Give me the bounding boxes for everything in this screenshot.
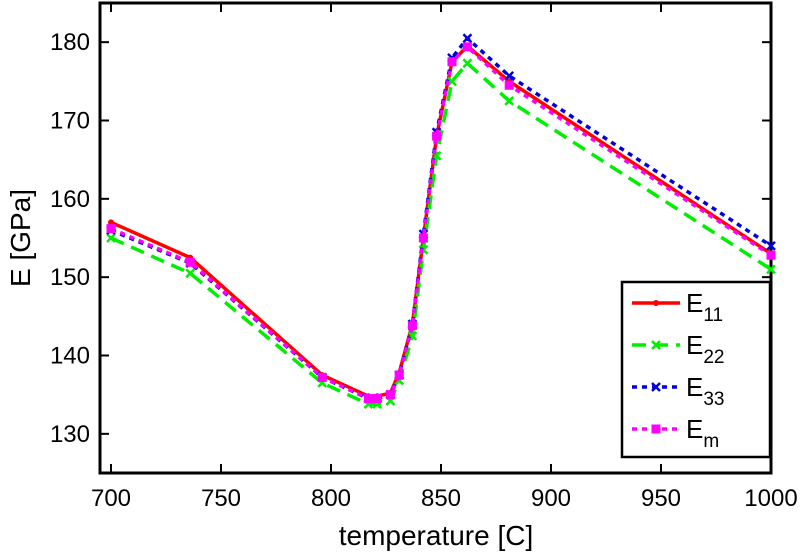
data-point: [462, 42, 472, 52]
y-tick-label: 160: [50, 186, 90, 213]
legend-marker: [651, 340, 661, 350]
x-tick-label: 700: [91, 485, 131, 512]
data-point: [766, 250, 776, 260]
data-point: [432, 131, 442, 141]
legend-marker: [651, 382, 661, 392]
legend-items: E11 E22 E33 Em: [632, 288, 724, 452]
x-tick-label: 750: [201, 485, 241, 512]
x-tick-label: 800: [311, 485, 351, 512]
legend-label: E33: [686, 372, 724, 410]
data-point: [766, 264, 776, 275]
x-tick-label: 950: [641, 485, 681, 512]
data-point: [185, 268, 196, 279]
y-axis-label: E [GPa]: [5, 189, 36, 287]
legend-label: E22: [686, 330, 724, 368]
data-point: [106, 233, 116, 243]
plot-frame: [98, 1, 773, 475]
legend-item-E11: E11: [632, 288, 723, 326]
data-point: [317, 372, 327, 382]
data-point: [462, 33, 473, 44]
legend-label: Em: [686, 414, 719, 452]
y-tick-label: 180: [50, 29, 90, 56]
data-point: [372, 394, 382, 404]
data-point: [766, 240, 776, 251]
data-point: [106, 224, 116, 234]
legend-item-E33: E33: [632, 372, 724, 410]
ticks-layer: 700 750 800 850 900 950 1000 130 140 150 160 170 180: [50, 3, 798, 512]
data-point: [185, 257, 195, 267]
y-tick-label: 150: [50, 264, 90, 291]
series-Em: [106, 42, 776, 404]
data-point: [394, 370, 404, 380]
data-point: [407, 321, 417, 331]
x-tick-label: 850: [421, 485, 461, 512]
x-tick-label: 900: [531, 485, 571, 512]
data-point: [385, 390, 395, 400]
y-tick-label: 140: [50, 343, 90, 370]
legend-marker: [651, 424, 661, 434]
legend-label: E11: [686, 288, 723, 326]
legend-marker: [653, 300, 659, 306]
legend-item-E22: E22: [632, 330, 724, 368]
data-point: [504, 96, 515, 106]
data-point: [418, 233, 428, 243]
data-point: [108, 219, 114, 226]
legend: E11 E22 E33 Em: [620, 280, 772, 459]
x-tick-label: 1000: [744, 485, 797, 512]
y-tick-label: 170: [50, 108, 90, 135]
x-axis-label: temperature [C]: [339, 520, 534, 551]
y-tick-label: 130: [50, 421, 90, 448]
data-point: [504, 70, 515, 81]
data-point: [447, 57, 457, 67]
series-layer: [106, 33, 776, 409]
data-point: [504, 80, 514, 90]
series-line-E22: [110, 61, 772, 406]
data-point: [462, 58, 473, 69]
data-point: [447, 76, 457, 87]
data-point: [363, 394, 373, 404]
legend-item-Em: Em: [632, 414, 719, 452]
